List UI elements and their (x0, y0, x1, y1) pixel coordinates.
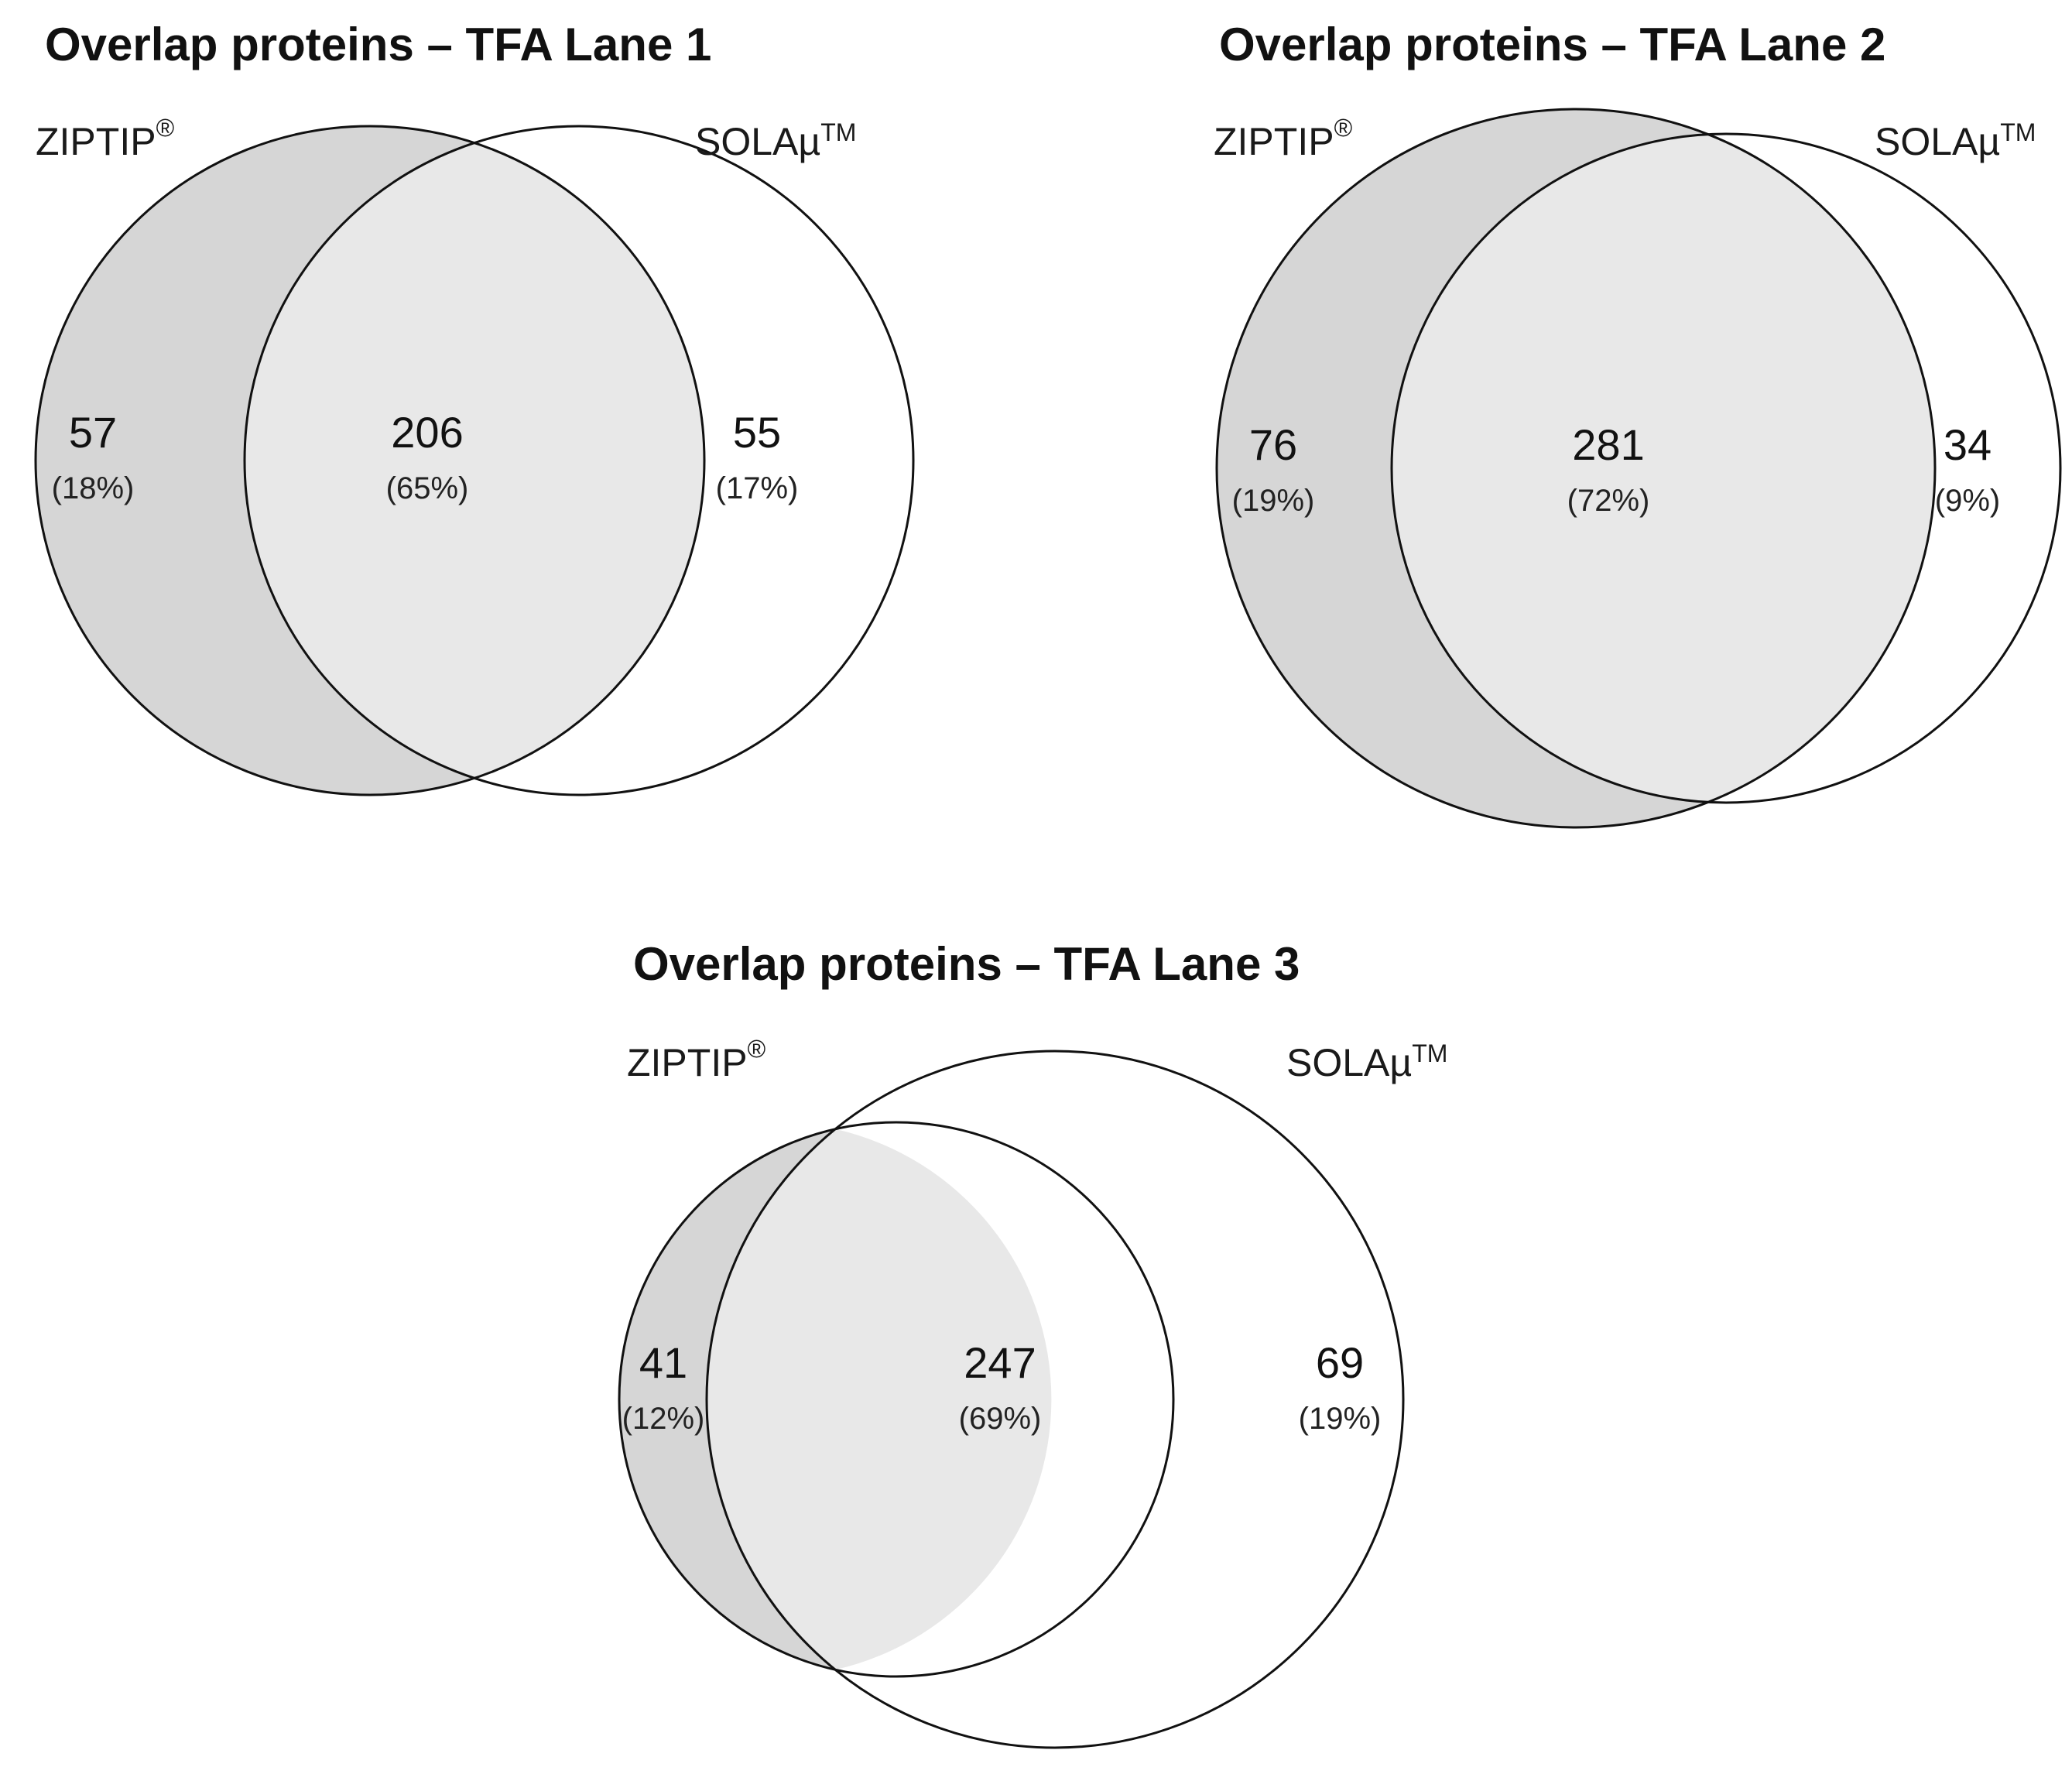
set-name: ZIPTIP (1214, 120, 1334, 163)
ziptip-only-percent: (12%) (622, 1402, 705, 1436)
overlap-region (706, 1128, 1052, 1670)
ziptip-only-percent: (19%) (1232, 484, 1315, 518)
sola-only-percent: (19%) (1299, 1402, 1382, 1436)
trademark-mark: TM (1412, 1039, 1447, 1067)
overlap-count: 281 (1572, 420, 1644, 469)
overlap-count: 206 (391, 408, 463, 457)
ziptip-only-percent: (18%) (52, 471, 135, 505)
set-name: ZIPTIP (627, 1041, 748, 1084)
set-name: SOLAµ (695, 120, 820, 163)
sola-only-percent: (9%) (1935, 484, 2000, 518)
overlap-percent: (69%) (959, 1402, 1042, 1436)
ziptip-only-count: 57 (69, 408, 117, 457)
chart-title: Overlap proteins – TFA Lane 1 (45, 19, 711, 70)
sola-only-count: 69 (1316, 1338, 1364, 1387)
sola-circle-outline (243, 125, 915, 796)
sola-circle-outline (705, 1050, 1405, 1749)
set-label-sola: SOLAµTM (695, 118, 856, 163)
ziptip-only-count: 41 (639, 1338, 687, 1387)
sola-only-count: 34 (1944, 420, 1992, 469)
sola-only-percent: (17%) (716, 471, 799, 505)
set-label-ziptip: ZIPTIP® (36, 114, 175, 163)
venn-panel-2: Overlap proteins – TFA Lane 2 ZIPTIP® SOLA… (1214, 19, 2062, 829)
overlap-percent: (65%) (386, 471, 469, 505)
set-name: SOLAµ (1286, 1041, 1412, 1084)
trademark-mark: TM (2000, 118, 2036, 146)
set-label-sola: SOLAµTM (1875, 118, 2036, 163)
registered-mark: ® (156, 114, 175, 142)
registered-mark: ® (748, 1035, 766, 1063)
set-label-sola: SOLAµTM (1286, 1039, 1447, 1084)
chart-title: Overlap proteins – TFA Lane 3 (633, 938, 1300, 990)
set-label-ziptip: ZIPTIP® (627, 1035, 766, 1084)
registered-mark: ® (1334, 114, 1353, 142)
ziptip-circle-outline (1215, 108, 1937, 829)
sola-only-count: 55 (733, 408, 781, 457)
trademark-mark: TM (820, 118, 856, 146)
ziptip-only-count: 76 (1249, 420, 1297, 469)
overlap-count: 247 (964, 1338, 1036, 1387)
set-name: SOLAµ (1875, 120, 2000, 163)
overlap-region (1391, 134, 1935, 803)
set-name: ZIPTIP (36, 120, 156, 163)
chart-title: Overlap proteins – TFA Lane 2 (1219, 19, 1885, 70)
overlap-percent: (72%) (1567, 484, 1650, 518)
ziptip-circle-outline (34, 125, 706, 796)
set-label-ziptip: ZIPTIP® (1214, 114, 1353, 163)
overlap-region (244, 142, 704, 779)
ziptip-circle-outline (618, 1121, 1175, 1678)
venn-panel-3: Overlap proteins – TFA Lane 3 ZIPTIP® SOLA… (618, 938, 1447, 1749)
venn-panel-1: Overlap proteins – TFA Lane 1 ZIPTIP® SOLA… (34, 19, 915, 796)
sola-circle-outline (1390, 132, 2062, 804)
